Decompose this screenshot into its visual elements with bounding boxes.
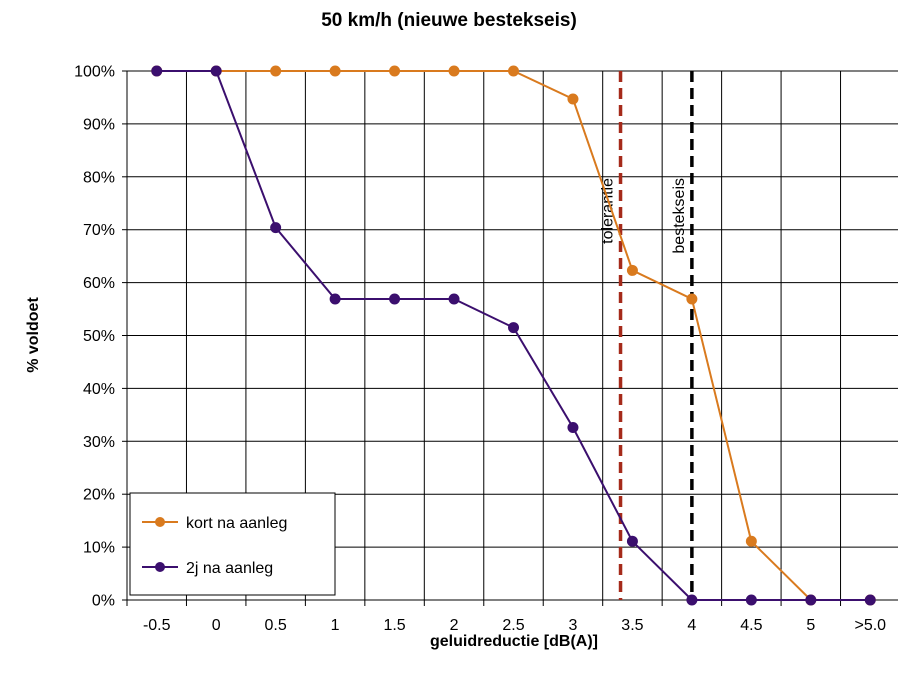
data-point [508,65,519,77]
reference-label-bestekseis: bestekseis [671,178,688,254]
x-tick-label: 0 [212,617,221,634]
data-point [805,594,817,606]
data-point [448,65,460,77]
reference-lines: tolerantie bestekseis [600,71,694,600]
y-tick-label: 20% [83,487,115,504]
data-point [745,594,757,606]
legend-swatch-marker [155,562,165,572]
x-tick-label: 2 [450,617,459,634]
data-point [448,293,460,305]
data-point [567,93,579,105]
y-tick-label: 0% [92,593,115,610]
data-point [329,65,341,77]
x-tick-label: >5.0 [854,617,886,634]
x-tick-label: 4.5 [740,617,762,634]
y-tick-label: 80% [83,169,115,186]
x-tick-label: 1.5 [383,617,405,634]
y-tick-label: 40% [83,381,115,398]
data-point [389,65,401,77]
data-point [686,293,698,305]
x-tick-label: -0.5 [143,617,171,634]
data-point [508,322,519,334]
x-tick-label: 3 [569,617,578,634]
data-point [745,535,757,547]
y-tick-label: 50% [83,328,115,345]
y-tick-label: 70% [83,222,115,239]
data-point [151,65,163,77]
data-point [389,293,401,305]
x-tick-label: 5 [806,617,815,634]
data-point [329,293,341,305]
legend-swatch-marker [155,517,165,527]
x-tick-label: 4 [687,617,696,634]
y-tick-label: 30% [83,434,115,451]
legend-label: kort na aanleg [186,515,287,532]
data-point [626,264,638,276]
legend-label: 2j na aanleg [186,560,273,577]
y-tick-label: 100% [74,64,115,81]
data-point [864,594,876,606]
legend: kort na aanleg 2j na aanleg [129,492,336,596]
x-tick-label: 1 [331,617,340,634]
legend-box [129,492,336,596]
y-tick-label: 10% [83,540,115,557]
data-point [686,594,698,606]
chart-title: 50 km/h (nieuwe bestekseis) [321,10,577,31]
data-point [270,222,282,234]
series-layer [151,65,876,606]
x-tick-label: 0.5 [265,617,287,634]
reference-label-tolerantie: tolerantie [600,178,617,244]
data-point [270,65,282,77]
x-tick-label: 3.5 [621,617,643,634]
data-point [210,65,222,77]
y-tick-label: 60% [83,275,115,292]
data-point [567,422,579,434]
x-tick-label: 2.5 [502,617,524,634]
y-tick-label: 90% [83,116,115,133]
x-axis-label: geluidreductie [dB(A)] [430,633,598,650]
data-point [626,535,638,547]
